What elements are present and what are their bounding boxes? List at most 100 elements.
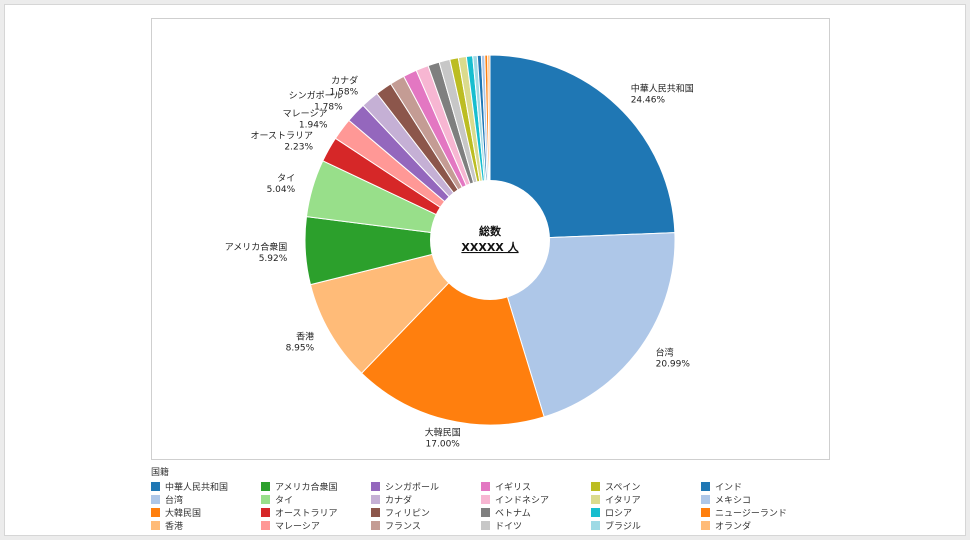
legend-swatch [151,508,160,517]
legend-item[interactable]: ベトナム [481,506,591,519]
legend-swatch [371,482,380,491]
slice-label-value-4: 5.92% [259,254,288,264]
legend-grid: 中華人民共和国 台湾大韓民国香港 アメリカ合衆国 タイオーストラリア マレーシア シンガポ… [151,480,851,532]
legend-item[interactable]: ブラジル [591,519,701,532]
legend-item[interactable]: アメリカ合衆国 [261,480,371,493]
legend-swatch [151,495,160,504]
legend-item[interactable]: イタリア [591,493,701,506]
legend-item[interactable]: インドネシア [481,493,591,506]
legend-label: ブラジル [605,522,641,532]
legend-label: イギリス [495,483,532,493]
legend-title: 国籍 [151,468,170,478]
legend-swatch [481,521,490,530]
legend-swatch [151,482,160,491]
legend-item[interactable]: ニュージーランド [701,506,811,519]
legend-label: タイ [275,496,294,506]
legend-item[interactable]: シンガポール [371,480,481,493]
legend-label: イタリア [605,496,641,506]
legend-swatch [591,521,600,530]
slice-label-name-4: アメリカ合衆国 [225,241,288,253]
legend-label: 中華人民共和国 [165,483,229,493]
legend-label: マレーシア [275,522,320,532]
legend-item[interactable]: ドイツ [481,519,591,532]
legend-label: カナダ [385,496,413,506]
legend-swatch [261,508,270,517]
legend-label: ベトナム [495,509,531,519]
legend-swatch [481,482,490,491]
legend-item[interactable]: フランス [371,519,481,532]
legend-item[interactable]: カナダ [371,493,481,506]
legend-label: 大韓民国 [165,509,202,519]
legend-label: ニュージーランド [715,509,787,519]
slice-label-value-9: 1.58% [330,88,359,98]
legend-label: オーストラリア [275,509,338,519]
slice-label-name-8: シンガポール [289,90,343,101]
slice-label-name-6: オーストラリア [250,131,313,142]
legend-item[interactable]: 香港 [151,519,261,532]
legend-item[interactable]: スペイン [591,480,701,493]
pie-slice-0[interactable] [489,54,676,241]
legend-swatch [261,482,270,491]
legend-swatch [261,495,270,504]
legend-item[interactable]: オーストラリア [261,506,371,519]
legend-item[interactable]: フィリピン [371,506,481,519]
legend-label: アメリカ合衆国 [275,483,338,493]
slice-label-name-5: タイ [277,173,295,184]
legend-item[interactable]: オランダ [701,519,811,532]
legend-label: スペイン [605,483,641,493]
legend-item[interactable]: ロシア [591,506,701,519]
legend-swatch [701,508,710,517]
slice-label-value-2: 17.00% [426,439,461,449]
legend-item[interactable]: イギリス [481,480,591,493]
legend-item[interactable]: 中華人民共和国 [151,480,261,493]
legend-swatch [371,521,380,530]
legend-swatch [591,508,600,517]
slice-label-value-3: 8.95% [286,344,315,354]
legend-label: シンガポール [385,483,440,493]
slice-label-value-5: 5.04% [267,185,296,195]
legend-label: ロシア [605,509,633,519]
legend-item[interactable]: メキシコ [701,493,811,506]
legend-item[interactable]: タイ [261,493,371,506]
legend-swatch [701,482,710,491]
center-label-line2: XXXXX 人 [461,240,519,254]
legend-swatch [591,482,600,491]
slice-label-name-0: 中華人民共和国 [631,83,694,95]
legend-label: 香港 [165,522,184,532]
legend-swatch [701,521,710,530]
slice-label-name-2: 大韓民国 [425,426,461,438]
legend: 国籍 中華人民共和国 台湾大韓民国香港 アメリカ合衆国 タイオーストラリア マレーシア シ… [151,467,851,532]
slice-label-value-7: 1.94% [299,120,328,130]
legend-swatch [371,508,380,517]
slice-label-name-3: 香港 [296,331,314,343]
legend-item[interactable]: マレーシア [261,519,371,532]
legend-label: フランス [385,522,421,532]
legend-swatch [481,495,490,504]
slice-label-value-1: 20.99% [656,359,691,369]
legend-swatch [151,521,160,530]
slice-label-value-0: 24.46% [631,96,666,106]
chart-area: 中華人民共和国 24.46% 台湾 20.99% 大韓民国 17.00% 香港 8.95% アメ… [151,18,830,460]
legend-item[interactable]: インド [701,480,811,493]
legend-item[interactable]: 台湾 [151,493,261,506]
legend-swatch [591,495,600,504]
slice-label-value-8: 1.78% [314,102,343,112]
legend-label: メキシコ [715,496,752,506]
legend-label: 台湾 [165,496,184,506]
donut-hole [430,180,550,300]
slice-label-name-9: カナダ [331,75,358,87]
legend-swatch [371,495,380,504]
slice-label-name-1: 台湾 [656,346,674,358]
legend-label: ドイツ [495,522,523,532]
legend-label: オランダ [715,522,752,532]
slice-label-value-6: 2.23% [284,143,313,153]
center-label-line1: 総数 [479,224,502,238]
legend-item[interactable]: 大韓民国 [151,506,261,519]
legend-label: フィリピン [385,509,430,519]
legend-swatch [701,495,710,504]
legend-label: インドネシア [495,496,550,506]
screenshot-frame: 中華人民共和国 24.46% 台湾 20.99% 大韓民国 17.00% 香港 8.95% アメ… [4,4,966,536]
pie-slice-1[interactable] [489,232,676,418]
slice-label-name-7: マレーシア [283,109,328,119]
